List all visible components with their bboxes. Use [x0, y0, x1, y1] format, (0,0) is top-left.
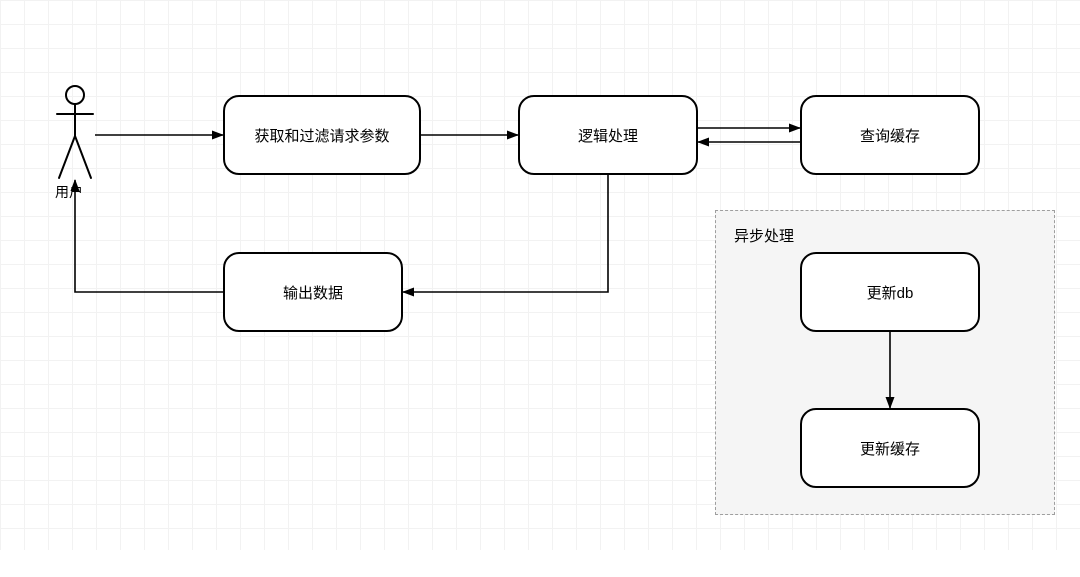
node-update-cache: 更新缓存	[800, 408, 980, 488]
async-region-label: 异步处理	[734, 225, 794, 246]
actor-user-label: 用户	[55, 182, 83, 202]
node-label: 获取和过滤请求参数	[254, 125, 389, 146]
actor-user-icon	[55, 85, 95, 180]
diagram-canvas: 异步处理 获取和过滤请求参数 逻辑处理 查询缓存 输出数据 更新db 更新缓存 …	[0, 0, 1080, 577]
node-label: 输出数据	[283, 282, 343, 303]
node-query-cache: 查询缓存	[800, 95, 980, 175]
node-label: 更新缓存	[860, 438, 920, 459]
node-logic-process: 逻辑处理	[518, 95, 698, 175]
node-label: 更新db	[867, 282, 914, 303]
node-update-db: 更新db	[800, 252, 980, 332]
node-get-filter-params: 获取和过滤请求参数	[223, 95, 421, 175]
edge-e_n4_user	[75, 180, 223, 292]
edge-e_n2_n4	[403, 175, 608, 292]
node-label: 逻辑处理	[578, 125, 638, 146]
node-output-data: 输出数据	[223, 252, 403, 332]
node-label: 查询缓存	[860, 125, 920, 146]
